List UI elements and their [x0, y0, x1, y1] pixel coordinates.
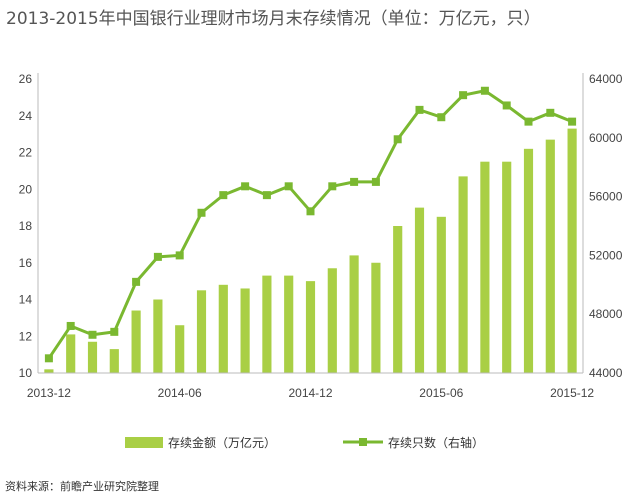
line-point	[437, 113, 446, 122]
bar	[196, 290, 207, 373]
line-point	[197, 208, 206, 217]
y-left-tick-label: 26	[19, 72, 33, 86]
chart-title: 2013-2015年中国银行业理财市场月末存续情况（单位：万亿元，只）	[6, 9, 541, 29]
bar	[218, 284, 228, 373]
y-right-tick-label: 56000	[589, 190, 623, 204]
bar	[567, 128, 577, 373]
line-point	[480, 86, 489, 95]
bar	[87, 341, 98, 373]
line-point	[262, 191, 271, 200]
line-point	[66, 321, 75, 330]
line-point	[415, 105, 424, 114]
line-point	[524, 117, 533, 126]
line-point	[371, 177, 380, 186]
line-series	[44, 86, 577, 363]
legend-line-marker	[359, 438, 367, 446]
y-left-tick-label: 18	[19, 219, 33, 233]
line-point	[284, 182, 293, 191]
tick-labels: 10 12 14 16 18 20 22 24 26 44000 48000 52000 56000 60…	[19, 72, 623, 400]
line-point	[568, 117, 577, 126]
bar-series	[44, 128, 577, 373]
y-left-tick-label: 22	[19, 146, 33, 160]
legend: 存续金额（万亿元） 存续只数（右轴）	[125, 435, 484, 450]
line-point	[44, 354, 53, 363]
bar	[305, 281, 316, 373]
line-point	[175, 251, 184, 260]
x-tick-label: 2015-06	[419, 386, 463, 400]
bar	[349, 255, 359, 373]
y-right-tick-label: 52000	[589, 248, 623, 262]
legend-line-label: 存续只数（右轴）	[388, 435, 484, 450]
y-right-tick-label: 44000	[589, 366, 623, 380]
y-left-tick-label: 12	[19, 329, 33, 343]
bar	[66, 334, 76, 373]
y-right-tick-label: 60000	[589, 131, 623, 145]
line-point	[393, 135, 402, 144]
line-point	[110, 327, 119, 336]
axes	[37, 73, 584, 374]
bar	[44, 369, 54, 373]
bar	[371, 262, 381, 373]
line-point	[132, 277, 141, 286]
line-point	[219, 191, 228, 200]
bar	[458, 176, 468, 373]
source-note: 资料来源：前瞻产业研究院整理	[5, 480, 159, 493]
bar	[109, 349, 119, 373]
legend-bar-swatch	[125, 437, 163, 448]
line-point	[350, 177, 359, 186]
y-left-tick-label: 14	[19, 293, 33, 307]
line-point	[306, 207, 315, 216]
line-point	[459, 91, 468, 100]
bar	[480, 161, 490, 373]
y-right-tick-label: 48000	[589, 307, 623, 321]
bar	[436, 216, 446, 373]
x-tick-label: 2014-06	[158, 386, 202, 400]
line-point	[153, 252, 162, 261]
bar	[393, 226, 403, 373]
line-point	[328, 182, 337, 191]
bar	[175, 325, 185, 373]
line-point	[502, 101, 511, 110]
line-point	[88, 330, 97, 339]
bar	[240, 288, 250, 373]
y-left-tick-label: 20	[19, 182, 33, 196]
bar	[523, 148, 534, 373]
line-point	[241, 182, 250, 191]
x-tick-label: 2015-12	[550, 386, 594, 400]
bar	[153, 299, 163, 373]
y-left-tick-label: 24	[19, 109, 33, 123]
bar	[327, 268, 337, 373]
bar	[502, 161, 512, 373]
bar	[414, 207, 425, 373]
y-left-tick-label: 16	[19, 256, 33, 270]
bar	[545, 139, 555, 373]
bar	[262, 275, 272, 373]
bar	[131, 310, 141, 373]
legend-bar-label: 存续金额（万亿元）	[168, 435, 276, 450]
x-tick-label: 2014-12	[288, 386, 332, 400]
y-right-tick-label: 64000	[589, 72, 623, 86]
bar	[284, 275, 294, 373]
y-left-tick-label: 10	[19, 366, 33, 380]
line-point	[546, 108, 555, 117]
x-tick-label: 2013-12	[27, 386, 71, 400]
